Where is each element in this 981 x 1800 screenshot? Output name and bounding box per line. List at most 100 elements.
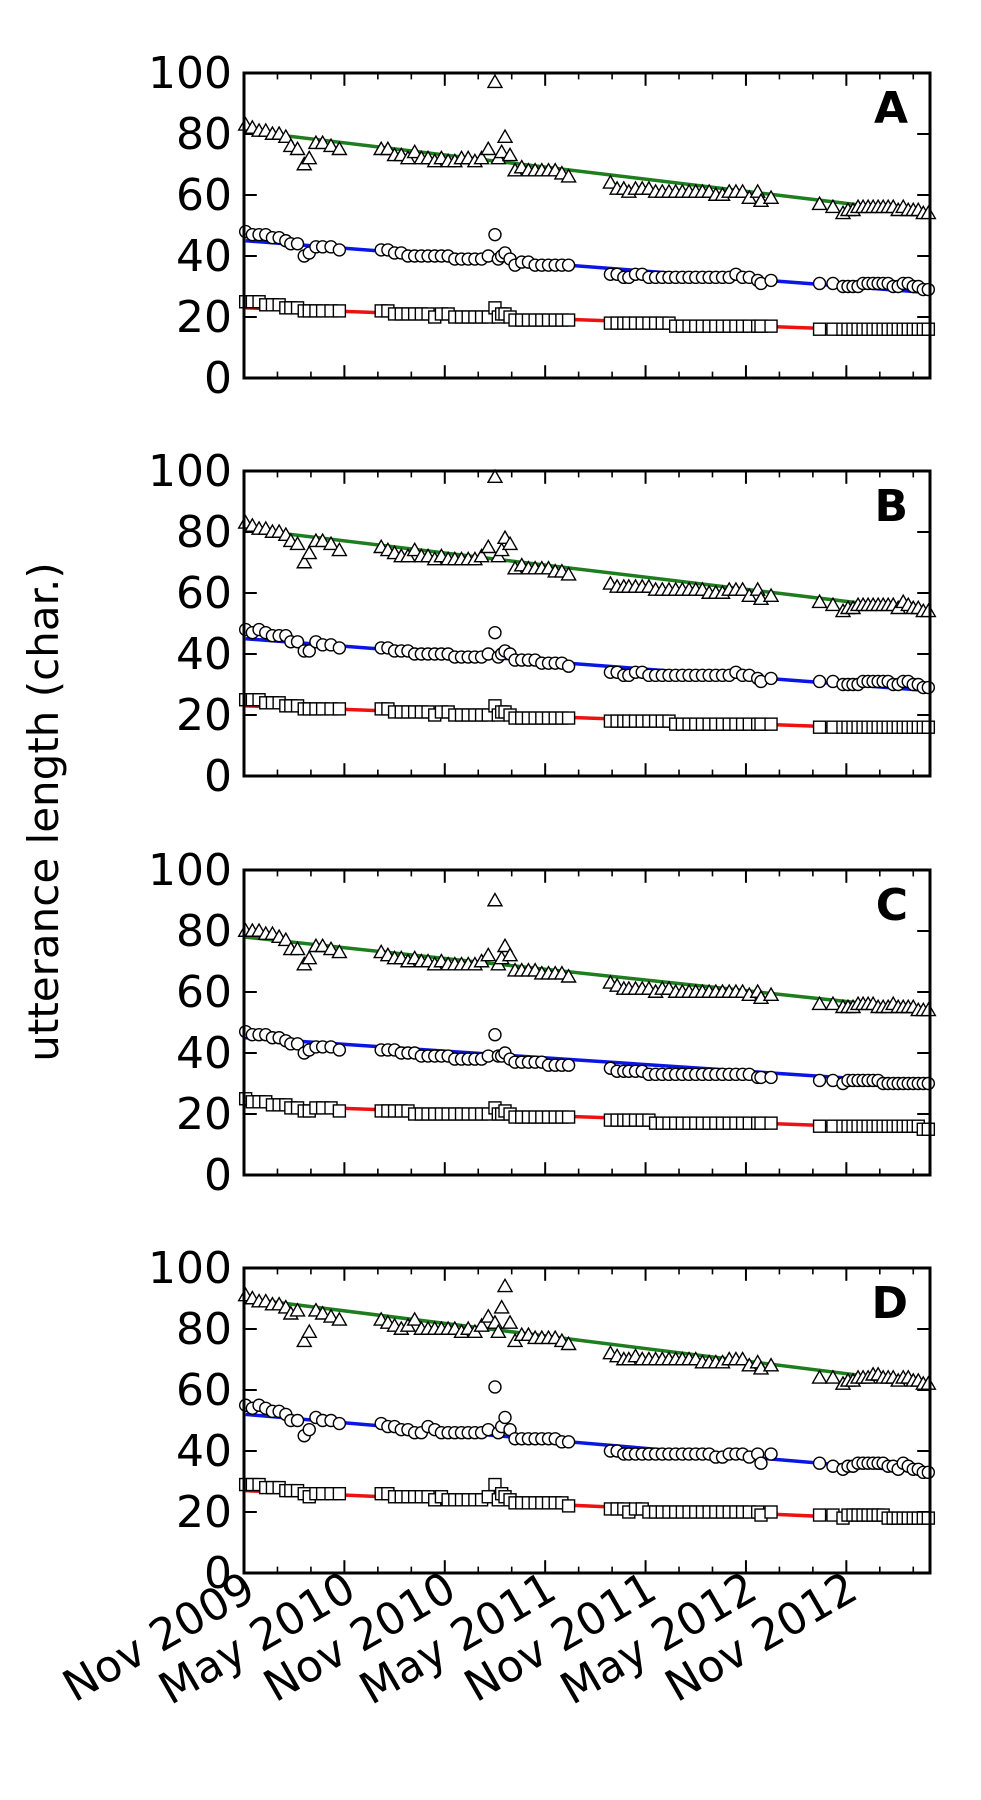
triangle-marker bbox=[289, 535, 306, 551]
triangle-marker bbox=[331, 140, 348, 156]
y-tick-label: 80 bbox=[176, 507, 232, 558]
y-tick-label: 60 bbox=[176, 967, 232, 1018]
circle-marker bbox=[764, 273, 778, 288]
triangle-marker bbox=[314, 532, 331, 548]
axes-frame bbox=[242, 71, 932, 380]
triangle-marker bbox=[811, 1369, 828, 1384]
square-marker bbox=[561, 1499, 576, 1513]
triangle-marker bbox=[480, 538, 497, 554]
triangle-marker bbox=[486, 468, 504, 484]
square-marker bbox=[812, 1508, 827, 1522]
axes-frame bbox=[242, 868, 932, 1177]
triangle-marker bbox=[486, 892, 504, 907]
square-marker bbox=[764, 1116, 778, 1130]
triangle-marker bbox=[314, 1305, 331, 1320]
square-marker bbox=[332, 702, 347, 716]
y-tick-label: 80 bbox=[176, 906, 232, 957]
circle-marker bbox=[290, 1037, 305, 1051]
circle-marker bbox=[302, 644, 316, 658]
circle-marker bbox=[764, 1070, 778, 1085]
triangle-marker bbox=[824, 1369, 842, 1384]
triangle-marker bbox=[501, 1314, 519, 1329]
y-tick-label: 0 bbox=[204, 1548, 232, 1599]
axes-frame bbox=[242, 1266, 932, 1575]
panel-label: D bbox=[871, 1278, 908, 1329]
triangle-marker bbox=[473, 149, 490, 165]
triangle-marker bbox=[486, 73, 504, 89]
panels: 020406080100A020406080100B020406080100C0… bbox=[55, 48, 937, 1715]
circle-marker bbox=[488, 1027, 502, 1042]
trend-line-triangle bbox=[245, 527, 929, 614]
circle-marker bbox=[332, 243, 347, 257]
trend-line-triangle bbox=[245, 935, 929, 1013]
triangle-marker bbox=[331, 1311, 348, 1326]
circle-marker bbox=[561, 258, 576, 272]
trend-line-triangle bbox=[245, 1296, 929, 1386]
triangle-marker bbox=[560, 566, 577, 581]
square-marker bbox=[561, 1110, 576, 1124]
circle-marker bbox=[754, 1456, 768, 1470]
triangle-marker bbox=[560, 168, 577, 183]
circle-marker bbox=[764, 671, 778, 686]
triangle-marker bbox=[501, 146, 519, 162]
triangle-marker bbox=[560, 968, 577, 983]
circle-marker bbox=[921, 1465, 936, 1480]
triangle-marker bbox=[501, 535, 519, 551]
triangle-marker bbox=[811, 195, 828, 211]
triangle-marker bbox=[734, 183, 751, 198]
square-marker bbox=[921, 720, 936, 734]
triangle-marker bbox=[406, 541, 423, 557]
triangle-marker bbox=[301, 1323, 318, 1339]
triangle-marker bbox=[496, 1277, 514, 1293]
y-tick-label: 60 bbox=[176, 568, 232, 619]
panel-label: B bbox=[874, 481, 908, 532]
triangle-marker bbox=[406, 1311, 423, 1326]
y-tick-label: 40 bbox=[176, 231, 232, 282]
square-marker bbox=[812, 720, 827, 734]
triangle-marker bbox=[811, 995, 828, 1011]
circle-marker bbox=[764, 1447, 778, 1461]
triangle-marker bbox=[501, 946, 519, 962]
circle-marker bbox=[290, 635, 305, 649]
circle-marker bbox=[332, 641, 347, 655]
circle-marker bbox=[332, 1416, 347, 1431]
square-marker bbox=[332, 1486, 347, 1501]
y-axis-label: utterance length (char.) bbox=[19, 562, 68, 1062]
triangle-marker bbox=[296, 554, 313, 569]
triangle-marker bbox=[734, 1351, 751, 1366]
y-tick-label: 80 bbox=[176, 1304, 232, 1355]
y-tick-label: 20 bbox=[176, 292, 232, 343]
y-tick-label: 0 bbox=[204, 1150, 232, 1201]
panel-c: 0 20 40 60 80 100 C bbox=[148, 845, 937, 1201]
circle-marker bbox=[921, 282, 936, 297]
circle-marker bbox=[488, 1380, 502, 1394]
axes-frame bbox=[242, 469, 932, 778]
square-marker bbox=[812, 322, 827, 336]
circle-marker bbox=[488, 227, 502, 242]
triangle-marker bbox=[331, 943, 348, 959]
square-marker bbox=[921, 1122, 936, 1136]
triangle-marker bbox=[406, 143, 423, 159]
square-marker bbox=[921, 1511, 936, 1525]
triangle-marker bbox=[560, 1335, 577, 1351]
panel-a: 0 20 40 60 80 100 A bbox=[148, 48, 937, 404]
triangle-marker bbox=[289, 1302, 306, 1317]
triangle-marker bbox=[602, 174, 619, 189]
circle-marker bbox=[921, 680, 936, 695]
y-tick-label: 60 bbox=[176, 1365, 232, 1416]
triangle-marker bbox=[824, 198, 842, 214]
y-tick-label: 0 bbox=[204, 353, 232, 404]
triangle-marker bbox=[762, 189, 780, 205]
y-tick-label: 0 bbox=[204, 751, 232, 802]
circle-marker bbox=[332, 1043, 347, 1057]
triangle-marker bbox=[301, 950, 318, 965]
trend-line-triangle bbox=[245, 129, 929, 216]
triangle-marker bbox=[920, 1375, 937, 1390]
triangle-marker bbox=[314, 134, 331, 150]
triangle-marker bbox=[322, 940, 340, 956]
circle-marker bbox=[561, 659, 576, 673]
panel-label: C bbox=[876, 880, 908, 931]
triangle-marker bbox=[824, 596, 842, 612]
